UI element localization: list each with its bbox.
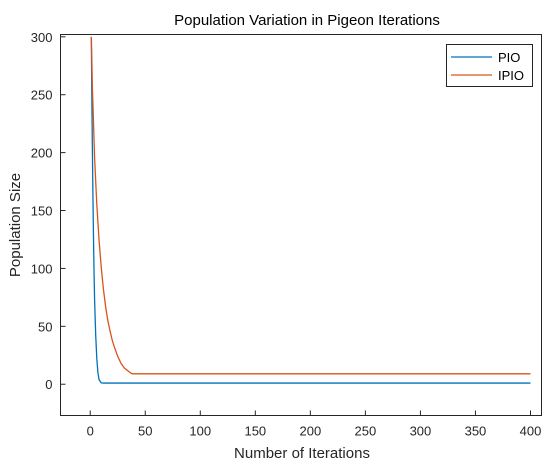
- x-tick-label: 350: [465, 424, 487, 439]
- y-tick-label: 0: [45, 377, 52, 392]
- legend-label-pio: PIO: [498, 50, 520, 65]
- x-tick-label: 200: [300, 424, 322, 439]
- x-tick-label: 100: [189, 424, 211, 439]
- series-line-pio: [90, 36, 531, 384]
- y-tick-label: 50: [38, 319, 52, 334]
- y-tick-label: 150: [31, 204, 53, 219]
- legend: PIO IPIO: [446, 44, 533, 87]
- x-axis-title: Number of Iterations: [234, 445, 370, 462]
- chart-title: Population Variation in Pigeon Iteration…: [174, 12, 440, 29]
- x-tick-label: 400: [520, 424, 542, 439]
- x-tick-label: 150: [244, 424, 266, 439]
- y-tick-label: 100: [31, 261, 53, 276]
- y-axis-title: Population Size: [7, 173, 24, 277]
- y-tick-label: 250: [31, 88, 53, 103]
- x-tick-label: 0: [87, 424, 94, 439]
- x-tick-label: 250: [355, 424, 377, 439]
- y-tick-label: 200: [31, 146, 53, 161]
- plot-frame: [60, 34, 542, 416]
- y-tick-label: 300: [31, 30, 53, 45]
- plot-area: [60, 34, 542, 416]
- series-layer: [90, 36, 531, 384]
- x-tick-label: 300: [410, 424, 432, 439]
- legend-box: [446, 44, 533, 87]
- series-line-ipio: [90, 36, 531, 375]
- x-tick-label: 50: [138, 424, 152, 439]
- ticks-layer: 0 50 100 150 200 250 300 350 400 0 50 100 150 200 250 3…: [31, 30, 542, 439]
- legend-label-ipio: IPIO: [498, 68, 524, 83]
